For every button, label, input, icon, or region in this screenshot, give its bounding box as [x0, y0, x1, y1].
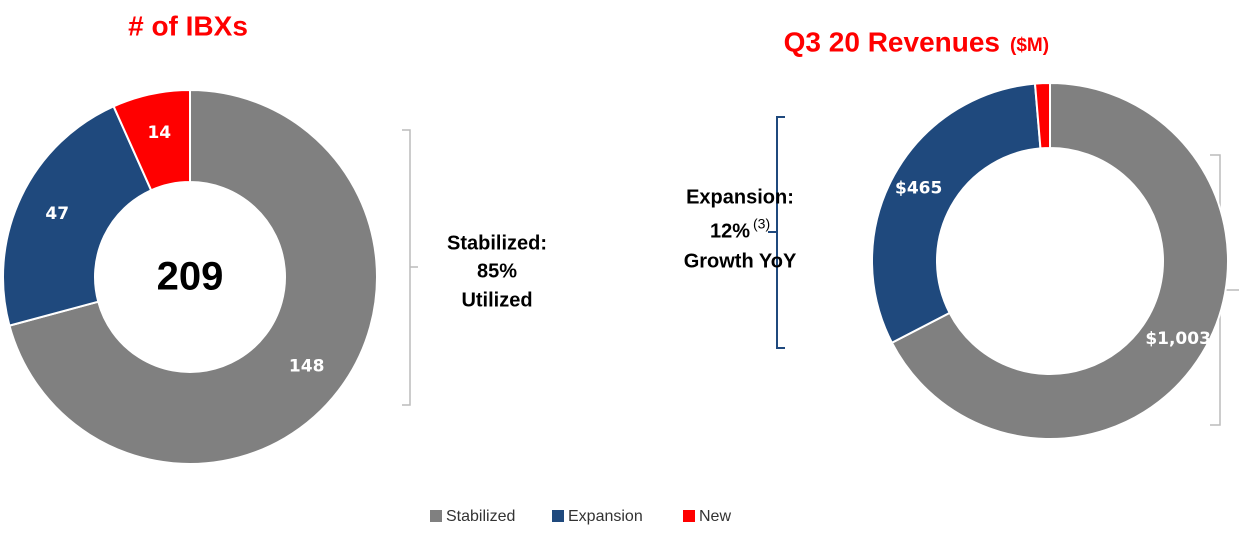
segment-label: $1,003	[1145, 329, 1211, 349]
annotation: Utilized	[461, 289, 532, 311]
chart-subtitle: ($M)	[1010, 35, 1049, 56]
center-label: 209	[157, 255, 224, 299]
annotation: Stabilized:	[447, 232, 547, 254]
segment-label: 47	[45, 204, 69, 224]
segment-label: 148	[289, 356, 325, 376]
legend-swatch	[430, 510, 442, 522]
annotation: Growth YoY	[684, 250, 797, 272]
donut-segment	[2, 104, 153, 327]
donut-segment	[112, 88, 191, 192]
annotation: Expansion:	[686, 186, 794, 208]
annotation: 85%	[477, 260, 517, 282]
legend-label: Stabilized	[446, 508, 515, 525]
footnote-mark: (3)	[753, 216, 770, 232]
legend-label: Expansion	[568, 508, 643, 525]
segment-label: $465	[895, 178, 942, 198]
legend-swatch	[552, 510, 564, 522]
chart-title: # of IBXs	[128, 10, 248, 41]
chart-title: Q3 20 Revenues	[784, 26, 1000, 57]
donut-segment	[871, 82, 1042, 345]
legend-label: New	[699, 508, 731, 525]
donut-segment	[1033, 81, 1051, 150]
bracket	[402, 129, 418, 406]
annotation: 12%	[710, 220, 750, 242]
bracket	[768, 116, 785, 349]
legend-swatch	[683, 510, 695, 522]
segment-label: 14	[147, 123, 171, 143]
donut-segment	[890, 81, 1229, 440]
donut-segment	[8, 88, 378, 465]
